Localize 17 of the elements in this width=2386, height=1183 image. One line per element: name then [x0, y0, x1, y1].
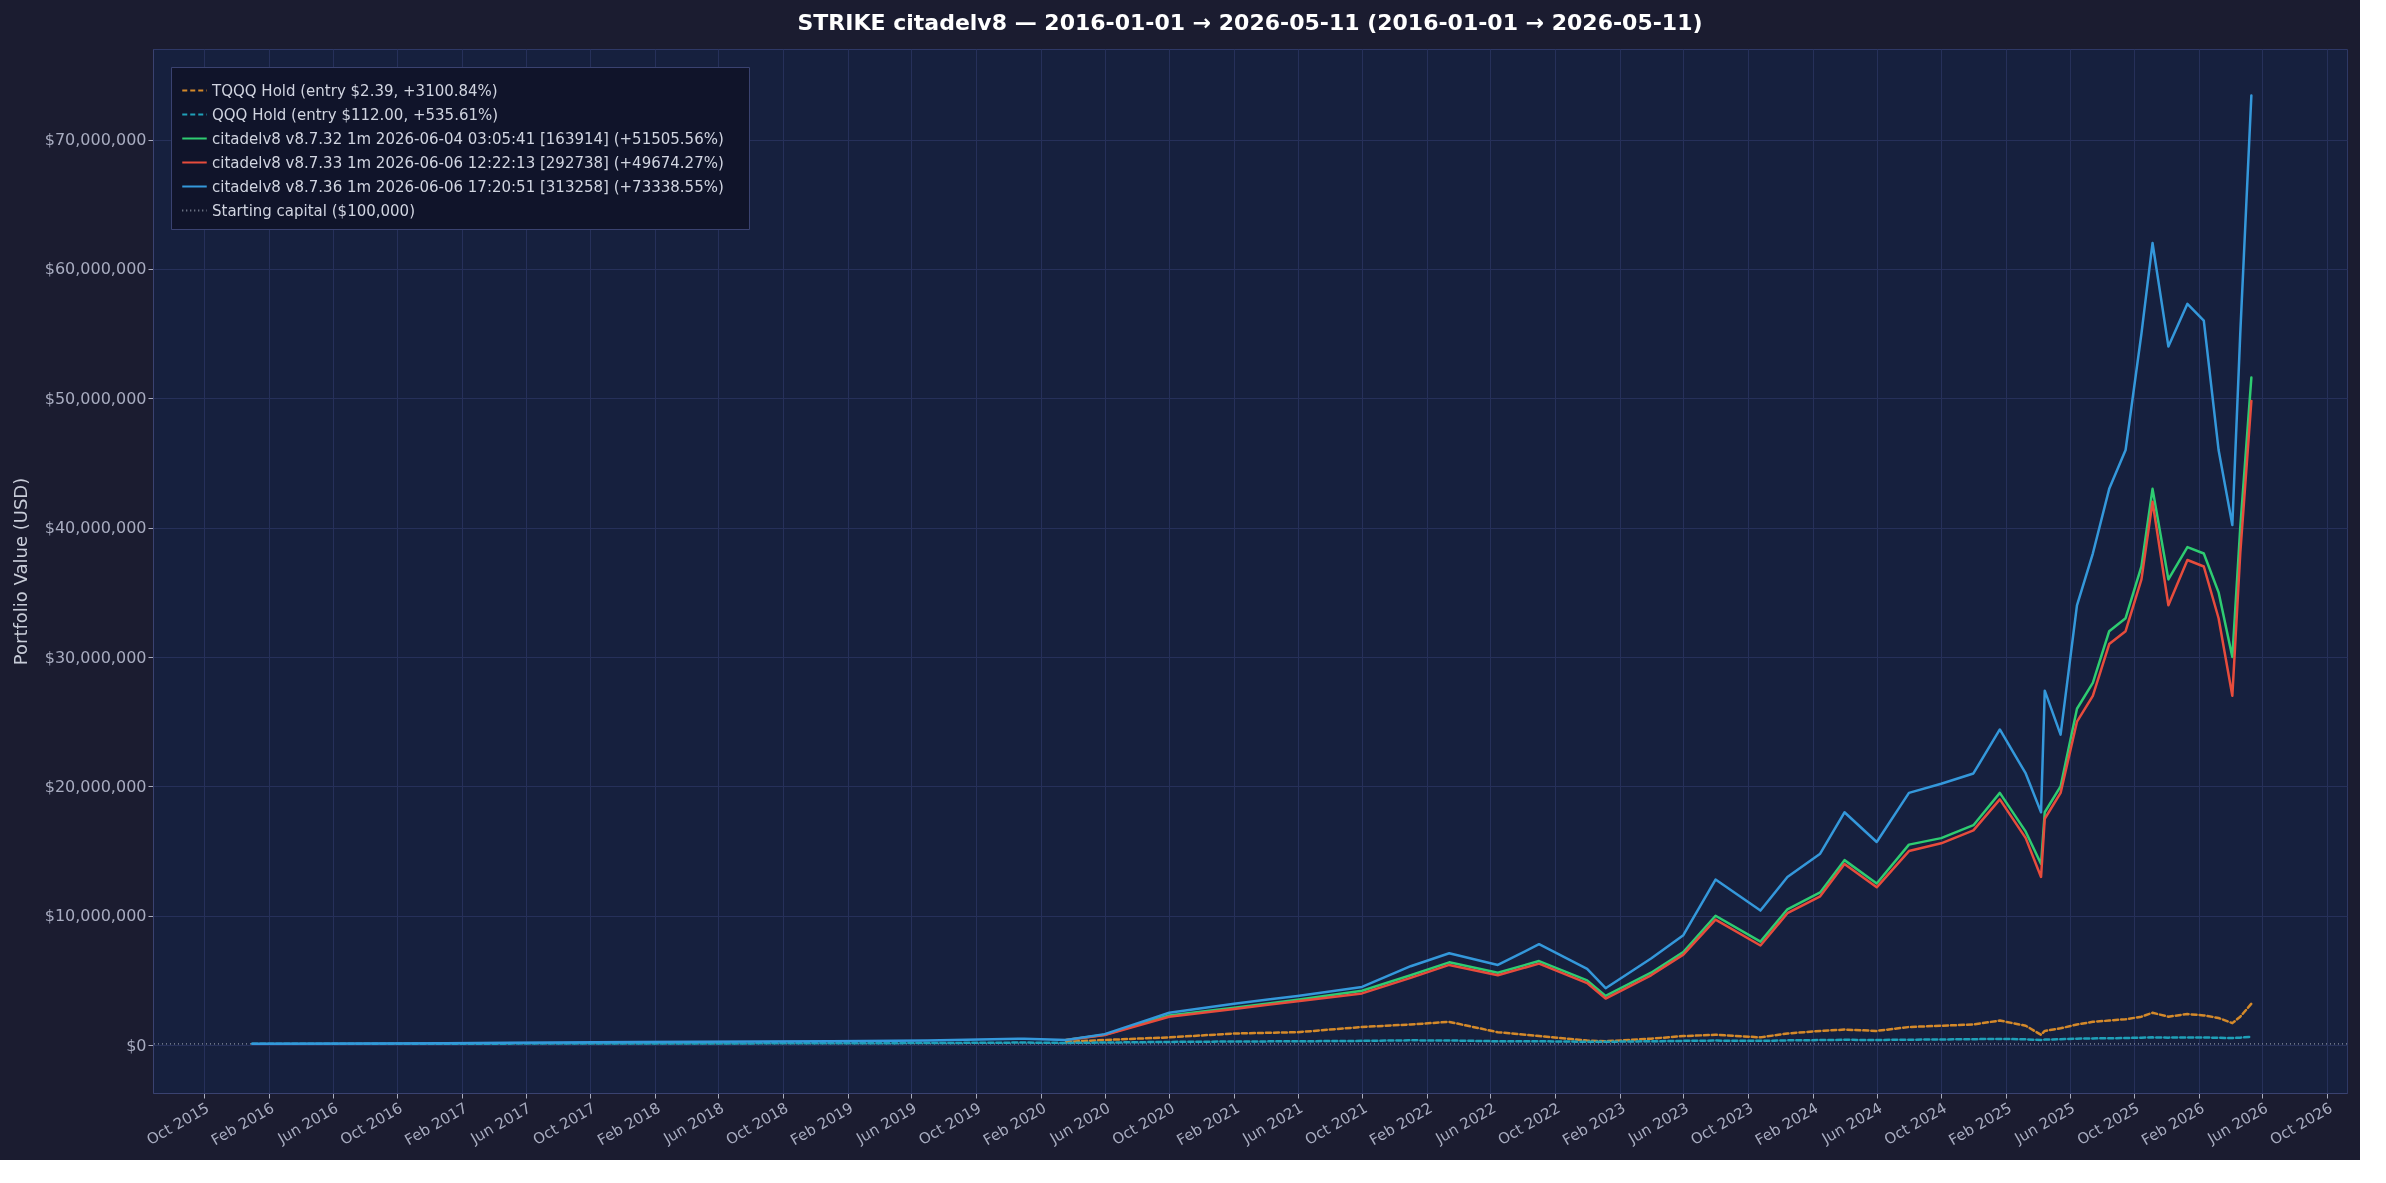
- y-tick-label: $60,000,000: [44, 259, 147, 279]
- chart-title: STRIKE citadelv8 — 2016-01-01 → 2026-05-11 (2016-01-01 → 2026-05-11): [797, 10, 1703, 35]
- legend-label: QQQ Hold (entry $112.00, +535.61%): [212, 105, 499, 124]
- legend-label: TQQQ Hold (entry $2.39, +3100.84%): [211, 81, 498, 100]
- legend-label: citadelv8 v8.7.36 1m 2026-06-06 17:20:51 [313258] (+73338.55%): [212, 177, 724, 196]
- y-axis-title: Portfolio Value (USD): [9, 477, 31, 666]
- legend-label: Starting capital ($100,000): [212, 201, 416, 220]
- y-tick-label: $40,000,000: [44, 518, 147, 538]
- legend-label: citadelv8 v8.7.32 1m 2026-06-04 03:05:41 [163914] (+51505.56%): [212, 129, 724, 148]
- y-tick-label: $70,000,000: [44, 130, 147, 150]
- y-tick-label: $30,000,000: [44, 647, 147, 667]
- legend-label: citadelv8 v8.7.33 1m 2026-06-06 12:22:13 [292738] (+49674.27%): [212, 153, 724, 172]
- y-tick-label: $20,000,000: [44, 776, 147, 796]
- line-series: [1064, 1002, 2253, 1044]
- y-tick-label: $0: [126, 1035, 147, 1055]
- y-tick-label: $10,000,000: [44, 906, 147, 926]
- y-tick-label: $50,000,000: [44, 388, 147, 408]
